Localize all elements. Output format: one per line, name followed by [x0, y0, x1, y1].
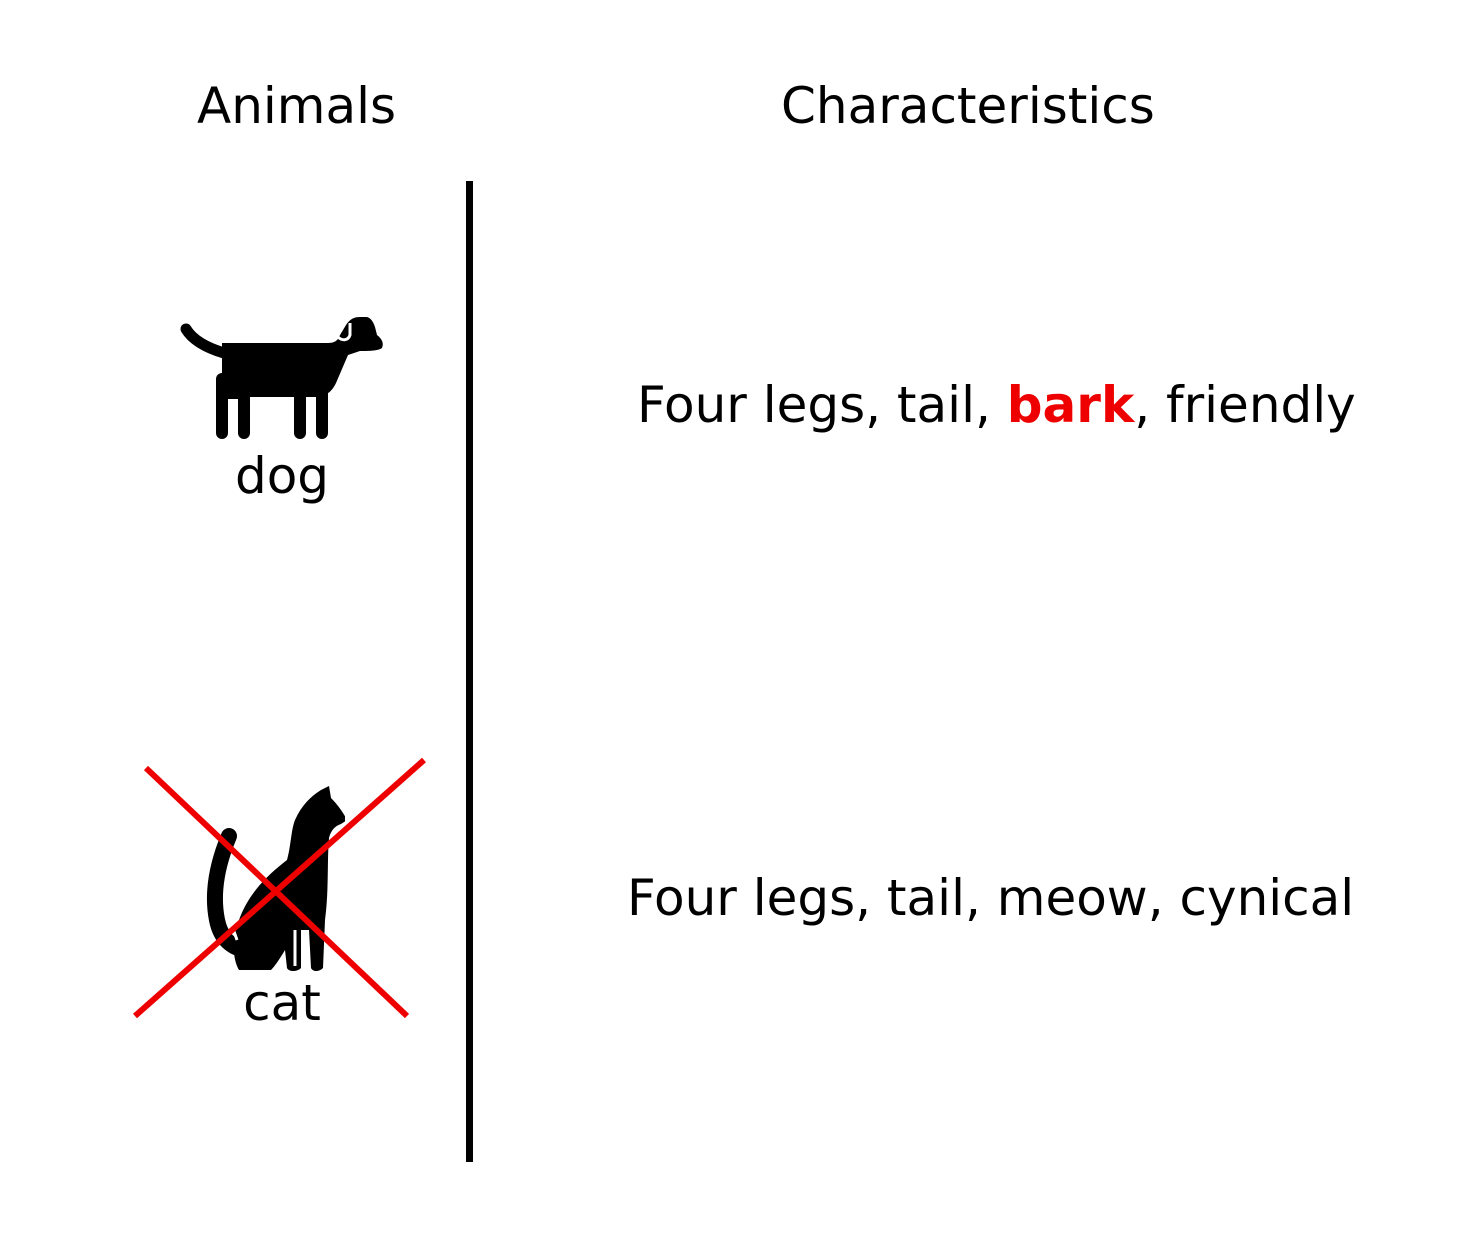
cat-characteristics: Four legs, tail, meow, cynical — [627, 869, 1355, 927]
column-divider — [466, 181, 473, 1162]
dog-traits-highlight: bark — [1006, 376, 1135, 434]
dog-traits-before: Four legs, tail, — [637, 376, 1007, 434]
cross-out-mark — [133, 757, 426, 1019]
cross-stroke-2 — [133, 757, 426, 1019]
animals-column-header: Animals — [197, 77, 397, 135]
cat-label: cat — [243, 974, 321, 1032]
characteristics-column-header: Characteristics — [781, 77, 1155, 135]
dog-characteristics: Four legs, tail, bark, friendly — [637, 375, 1356, 435]
dog-traits-after: , friendly — [1134, 376, 1356, 434]
dog-icon — [180, 317, 383, 439]
dog-label: dog — [234, 447, 330, 505]
